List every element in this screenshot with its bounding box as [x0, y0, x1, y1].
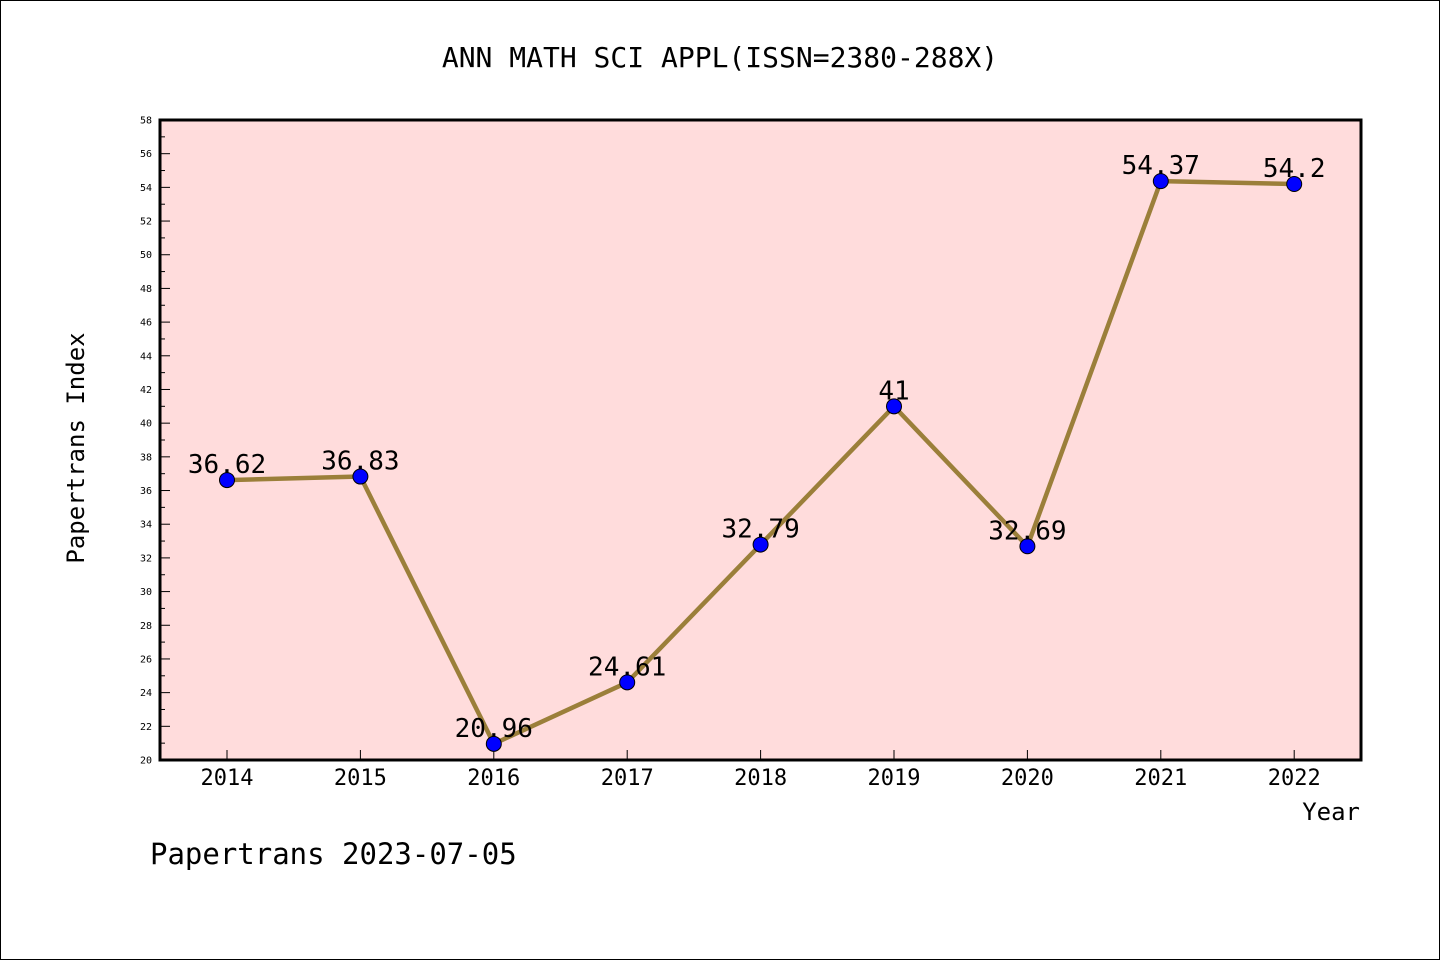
- data-point: [219, 472, 235, 489]
- x-tick-label: 2016: [467, 766, 520, 791]
- x-tick-label: 2015: [334, 766, 387, 791]
- x-tick-label: 2014: [201, 766, 254, 791]
- plot-area: [158, 118, 1363, 762]
- y-tick-label: 44: [140, 351, 152, 362]
- data-point: [1019, 538, 1036, 555]
- y-tick-label: 34: [140, 520, 152, 531]
- y-tick-label: 28: [140, 621, 152, 632]
- x-tick-label: 2019: [868, 766, 921, 791]
- data-point: [485, 735, 502, 752]
- y-tick-label: 30: [140, 587, 152, 598]
- y-tick-label: 50: [140, 250, 152, 261]
- y-tick-label: 42: [140, 385, 152, 396]
- data-label: 20.96: [455, 714, 533, 744]
- y-tick-label: 58: [140, 116, 152, 127]
- y-tick-label: 26: [140, 654, 152, 665]
- y-tick-label: 54: [140, 183, 152, 194]
- data-label: 41: [878, 376, 909, 406]
- x-tick-label: 2020: [1001, 766, 1054, 791]
- data-point: [352, 468, 369, 485]
- data-labels-layer: 36.62 36.83 20.96 24.61 32.79 41 32.69 54.37 54.…: [188, 151, 1326, 744]
- data-point: [619, 674, 636, 691]
- y-tick-label: 36: [140, 486, 152, 497]
- y-tick-label: 40: [140, 419, 152, 430]
- data-label: 36.83: [321, 447, 399, 477]
- series-layer: [219, 173, 1303, 752]
- y-tick-label: 32: [140, 553, 152, 564]
- data-label: 54.2: [1263, 154, 1326, 184]
- y-tick-label: 24: [140, 688, 152, 699]
- data-point: [1152, 173, 1169, 190]
- y-tick-label: 22: [140, 722, 152, 733]
- data-point: [1286, 176, 1303, 192]
- y-tick-label: 46: [140, 318, 152, 329]
- y-axis: 20 22 24 26 28 30 32 34 36 38 40 42 44 46 48 50 52 54 56 58: [140, 116, 170, 767]
- data-label: 54.37: [1122, 151, 1200, 181]
- data-point: [886, 398, 902, 415]
- data-point: [752, 536, 769, 553]
- x-tick-label: 2018: [734, 766, 787, 791]
- data-label: 32.79: [721, 515, 799, 545]
- x-axis: 2014 2015 2016 2017 2018 2019 2020 2021 2022: [201, 750, 1321, 791]
- x-tick-label: 2017: [601, 766, 654, 791]
- y-tick-label: 38: [140, 452, 152, 463]
- data-label: 32.69: [988, 516, 1066, 546]
- x-tick-label: 2021: [1134, 766, 1187, 791]
- y-tick-label: 20: [140, 756, 152, 767]
- y-tick-label: 48: [140, 284, 152, 295]
- data-label: 24.61: [588, 652, 666, 682]
- x-tick-label: 2022: [1268, 766, 1321, 791]
- y-tick-label: 52: [140, 217, 152, 228]
- data-label: 36.62: [188, 450, 266, 480]
- footer-text: Papertrans 2023-07-05: [150, 837, 517, 871]
- y-tick-label: 56: [140, 149, 152, 160]
- y-axis-label: Papertrans Index: [62, 332, 90, 563]
- chart-title: ANN MATH SCI APPL(ISSN=2380-288X): [442, 41, 998, 74]
- x-axis-label: Year: [1302, 798, 1360, 826]
